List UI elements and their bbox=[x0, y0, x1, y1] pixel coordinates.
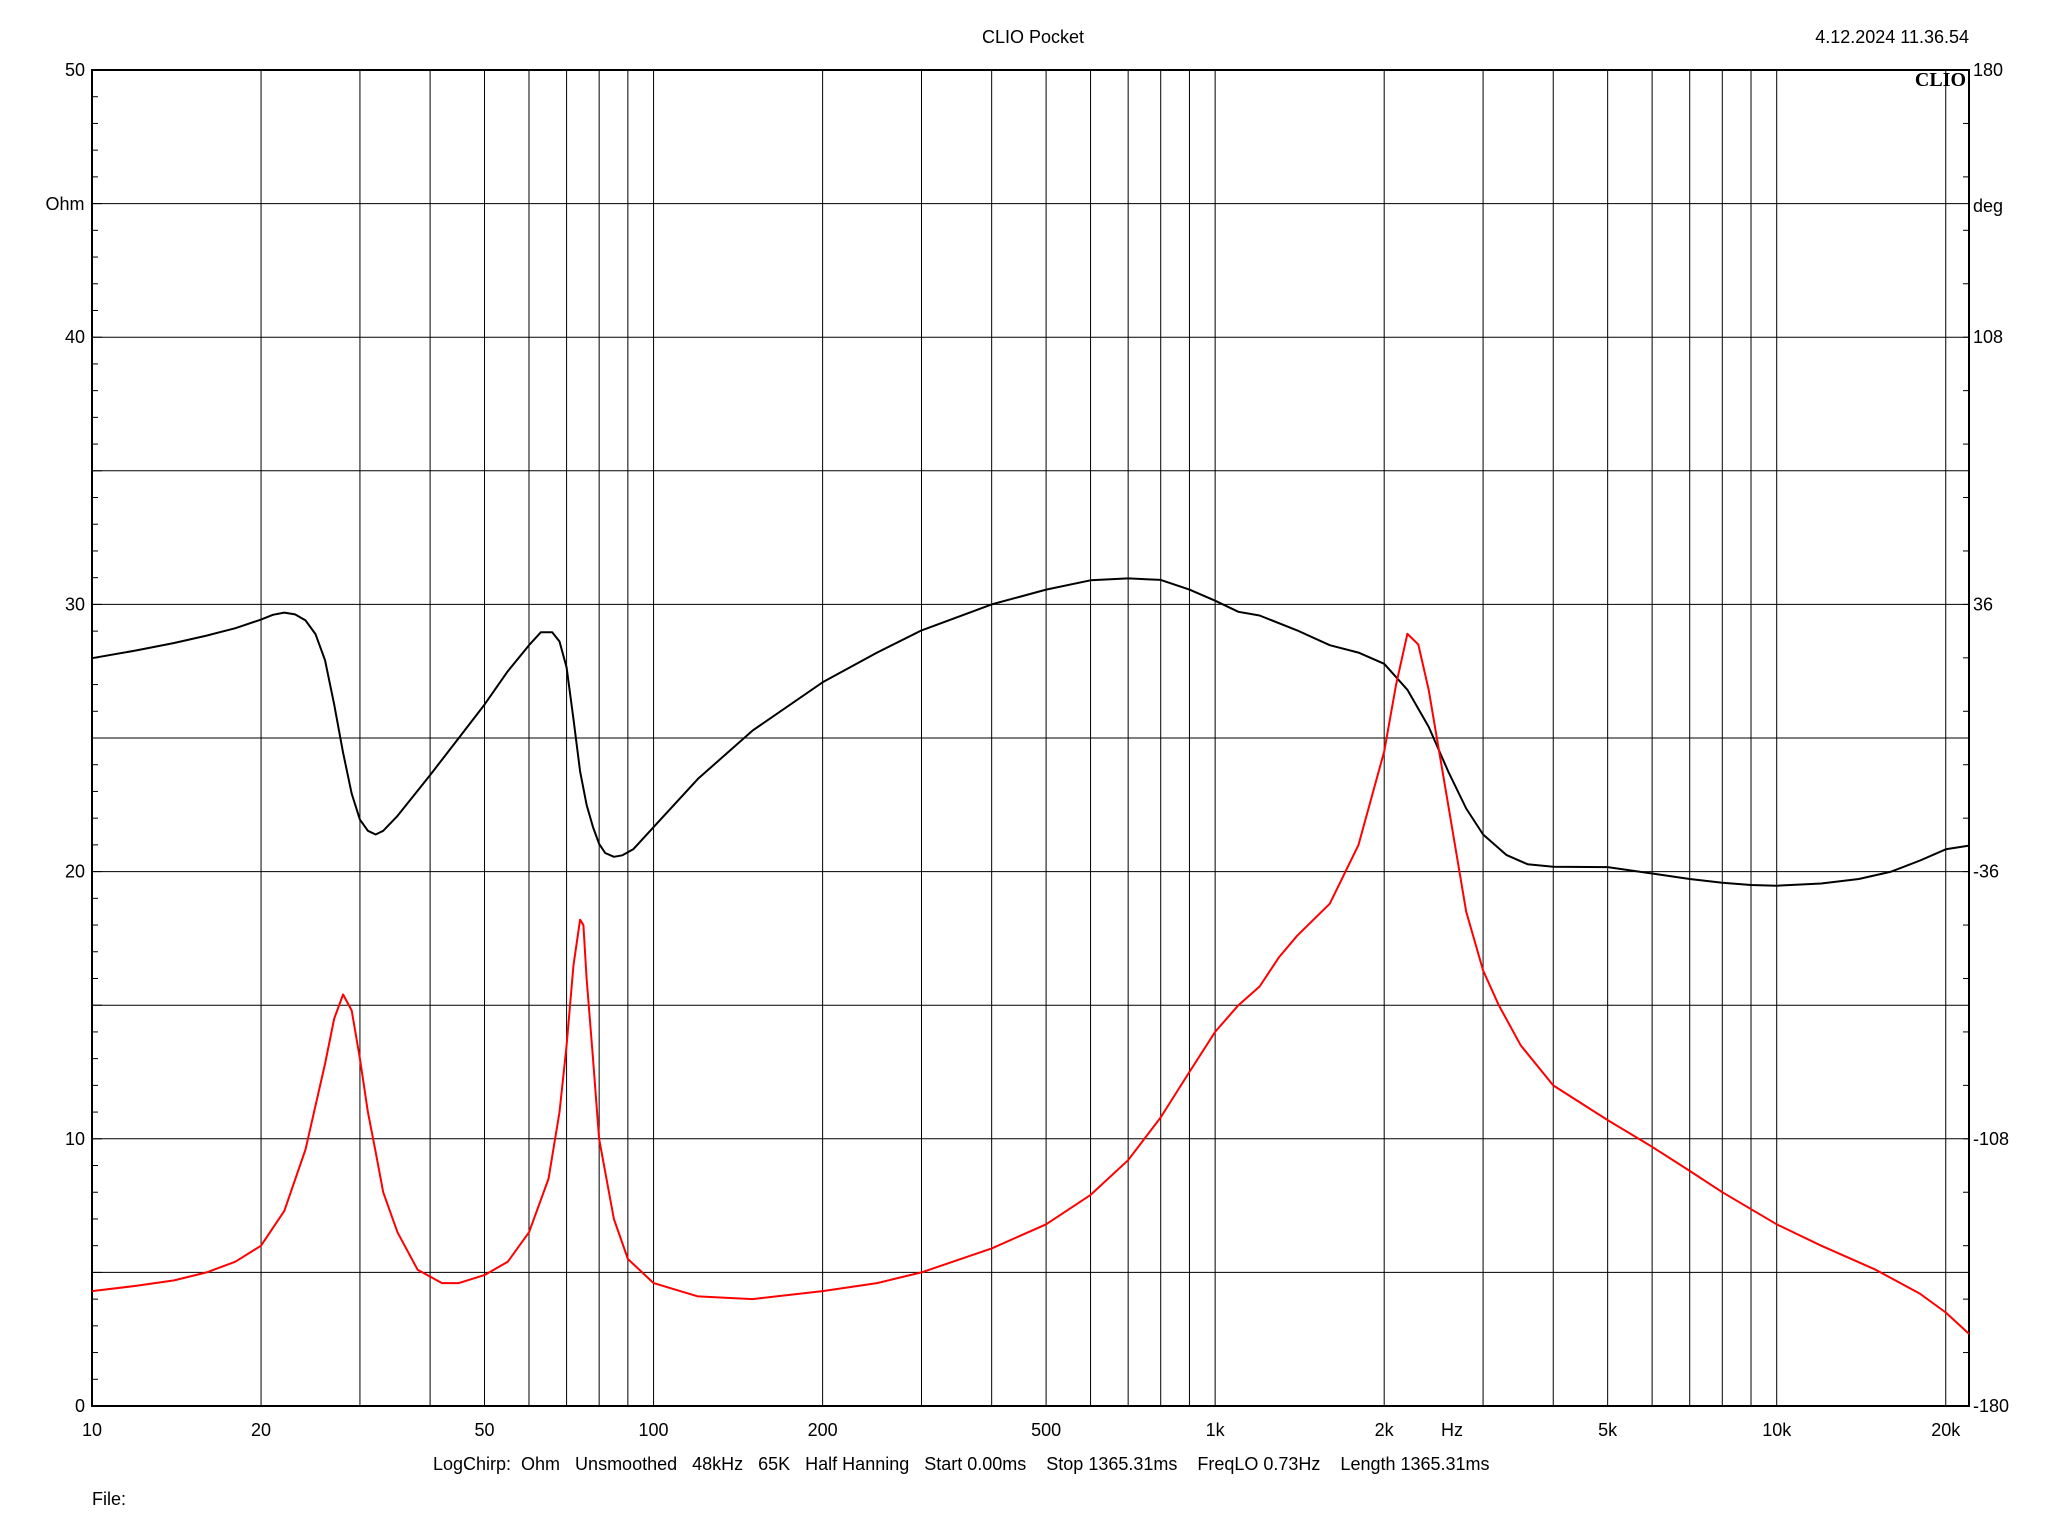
x-tick-label: 20k bbox=[1931, 1420, 1961, 1440]
timestamp: 4.12.2024 11.36.54 bbox=[1815, 27, 1969, 47]
x-axis-label: Hz bbox=[1441, 1420, 1463, 1440]
y-tick-label: 50 bbox=[65, 60, 85, 80]
y2-tick-label: 36 bbox=[1973, 594, 1993, 614]
chart-title: CLIO Pocket bbox=[982, 27, 1084, 47]
file-label: File: bbox=[92, 1489, 126, 1509]
measurement-settings: LogChirp: Ohm Unsmoothed 48kHz 65K Half … bbox=[433, 1454, 1490, 1474]
y2-tick-label: -36 bbox=[1973, 862, 1999, 882]
x-tick-label: 20 bbox=[251, 1420, 271, 1440]
x-tick-label: 1k bbox=[1206, 1420, 1226, 1440]
y2-tick-label: 180 bbox=[1973, 60, 2003, 80]
y-tick-label: 20 bbox=[65, 862, 85, 882]
x-tick-label: 100 bbox=[639, 1420, 669, 1440]
clio-logo: CLIO bbox=[1915, 69, 1966, 91]
y2-axis-label: deg bbox=[1973, 196, 2003, 216]
x-tick-label: 200 bbox=[808, 1420, 838, 1440]
x-tick-label: 10k bbox=[1762, 1420, 1792, 1440]
axis-ticks: 10 20 50 100 200 500 1k 2k 5k 10k 20k 0 10 20 30 40 50 -1… bbox=[65, 60, 2009, 1440]
x-tick-label: 10 bbox=[82, 1420, 102, 1440]
y-axis-label: Ohm bbox=[45, 194, 84, 214]
grid bbox=[92, 70, 1969, 1406]
impedance-curve bbox=[91, 632, 1970, 1335]
y2-tick-label: -108 bbox=[1973, 1129, 2009, 1149]
series-curves bbox=[91, 577, 1970, 1335]
y-tick-label: 40 bbox=[65, 327, 85, 347]
y2-tick-label: 108 bbox=[1973, 327, 2003, 347]
y-tick-label: 0 bbox=[75, 1396, 85, 1416]
x-tick-label: 50 bbox=[475, 1420, 495, 1440]
x-tick-label: 5k bbox=[1598, 1420, 1618, 1440]
y-tick-label: 30 bbox=[65, 594, 85, 614]
y2-tick-label: -180 bbox=[1973, 1396, 2009, 1416]
phase-curve bbox=[91, 577, 1970, 887]
x-tick-label: 500 bbox=[1031, 1420, 1061, 1440]
x-tick-label: 2k bbox=[1375, 1420, 1395, 1440]
y-tick-label: 10 bbox=[65, 1129, 85, 1149]
